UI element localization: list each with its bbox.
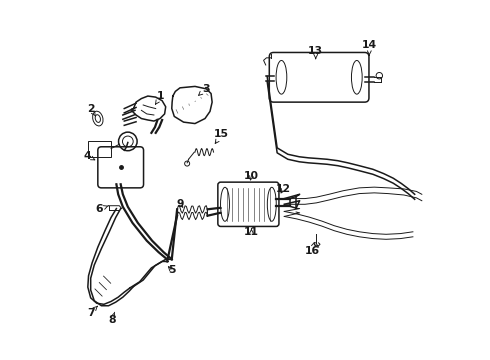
- Text: 12: 12: [276, 184, 291, 194]
- Text: 10: 10: [244, 171, 259, 181]
- Text: 15: 15: [214, 129, 229, 143]
- Text: 5: 5: [168, 265, 175, 275]
- Text: 14: 14: [362, 40, 377, 55]
- Text: 11: 11: [244, 227, 259, 237]
- Text: 9: 9: [177, 199, 184, 209]
- Text: 8: 8: [108, 312, 116, 325]
- Text: 6: 6: [96, 204, 108, 214]
- Text: 2: 2: [87, 104, 96, 116]
- Text: 7: 7: [87, 306, 98, 318]
- Text: 1: 1: [155, 91, 165, 104]
- Text: 4: 4: [83, 151, 95, 161]
- Text: 13: 13: [308, 46, 323, 59]
- Text: 16: 16: [305, 242, 319, 256]
- Text: 3: 3: [198, 84, 210, 95]
